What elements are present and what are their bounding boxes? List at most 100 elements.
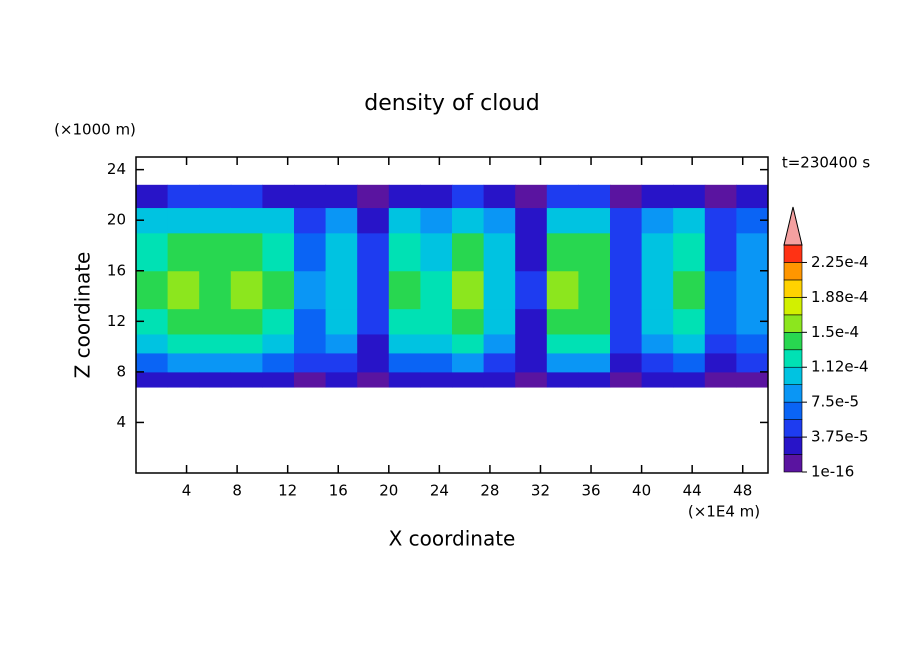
contour-cell (578, 207, 611, 234)
contour-cell (294, 270, 327, 310)
contour-cell (262, 207, 295, 234)
contour-cell (388, 371, 421, 388)
contour-cell (420, 352, 453, 373)
contour-cell (230, 371, 263, 388)
contour-cell (736, 371, 769, 388)
y-tick-label: 16 (107, 261, 126, 279)
contour-cell (167, 270, 200, 310)
contour-cell (673, 352, 706, 373)
colorbar-band (783, 366, 803, 385)
x-tick-label: 32 (531, 482, 550, 500)
contour-cell (736, 333, 769, 354)
contour-cell (325, 308, 358, 335)
contour-cell (610, 207, 643, 234)
colorbar-tick-label: 2.25e-4 (811, 253, 869, 271)
contour-cell (420, 371, 453, 388)
contour-cell (325, 184, 358, 209)
contour-cell (483, 352, 516, 373)
contour-cell (357, 184, 390, 209)
contour-cell (483, 232, 516, 272)
contour-cell (357, 352, 390, 373)
contour-cell (230, 308, 263, 335)
contour-cell (325, 270, 358, 310)
contour-cell (325, 371, 358, 388)
x-tick-label: 16 (329, 482, 348, 500)
contour-cell (325, 207, 358, 234)
contour-cell (515, 207, 548, 234)
contour-cell (673, 207, 706, 234)
colorbar-extension (783, 206, 803, 246)
colorbar-tick-label: 1.88e-4 (811, 288, 869, 306)
contour-cell (294, 333, 327, 354)
contour-cell (610, 371, 643, 388)
plot-frame (135, 156, 769, 474)
contour-cell (483, 184, 516, 209)
contour-cell (578, 184, 611, 209)
contour-cell (452, 333, 485, 354)
contour-field (136, 184, 769, 388)
colorbar-band (783, 297, 803, 316)
y-tick-label: 20 (107, 211, 126, 229)
colorbar-tick-label: 3.75e-5 (811, 428, 869, 446)
chart-title: density of cloud (364, 91, 539, 116)
contour-cell (167, 207, 200, 234)
contour-cell (610, 232, 643, 272)
y-tick-label: 4 (116, 413, 126, 431)
contour-cell (136, 184, 169, 209)
x-unit: (×1E4 m) (688, 503, 760, 521)
colorbar-band (783, 332, 803, 351)
contour-cell (483, 308, 516, 335)
contour-cell (262, 371, 295, 388)
contour-cell (610, 333, 643, 354)
contour-cell (420, 184, 453, 209)
x-tick-label: 12 (278, 482, 297, 500)
contour-cell (388, 232, 421, 272)
contour-cell (294, 352, 327, 373)
contour-cell (357, 333, 390, 354)
y-tick-label: 24 (107, 160, 126, 178)
contour-cell (262, 352, 295, 373)
contour-cell (546, 184, 579, 209)
colorbar-band (783, 384, 803, 403)
contour-cell (704, 270, 737, 310)
contour-cell (420, 232, 453, 272)
contour-cell (546, 333, 579, 354)
contour-cell (704, 184, 737, 209)
x-tick-label: 28 (480, 482, 499, 500)
contour-cell (388, 352, 421, 373)
contour-cell (452, 371, 485, 388)
colorbar-tick-label: 1.12e-4 (811, 358, 869, 376)
contour-cell (641, 308, 674, 335)
colorbar-band (783, 244, 803, 263)
contour-cell (610, 270, 643, 310)
contour-cell (294, 308, 327, 335)
colorbar-band (783, 262, 803, 281)
contour-cell (420, 207, 453, 234)
contour-cell (230, 352, 263, 373)
contour-cell (641, 184, 674, 209)
contour-cell (641, 232, 674, 272)
contour-cell (578, 352, 611, 373)
x-tick-label: 40 (632, 482, 651, 500)
contour-cell (357, 207, 390, 234)
contour-cell (294, 371, 327, 388)
contour-cell (420, 270, 453, 310)
x-tick-label: 24 (430, 482, 449, 500)
contour-cell (546, 270, 579, 310)
y-axis-label: Z coordinate (71, 252, 95, 379)
contour-cell (262, 333, 295, 354)
contour-cell (736, 184, 769, 209)
contour-cell (230, 270, 263, 310)
contour-cell (452, 184, 485, 209)
contour-cell (136, 333, 169, 354)
contour-cell (199, 184, 232, 209)
contour-cell (704, 352, 737, 373)
contour-cell (420, 308, 453, 335)
contour-cell (136, 371, 169, 388)
contour-cell (578, 308, 611, 335)
contour-cell (452, 270, 485, 310)
contour-cell (546, 352, 579, 373)
contour-cell (704, 232, 737, 272)
contour-cell (483, 371, 516, 388)
